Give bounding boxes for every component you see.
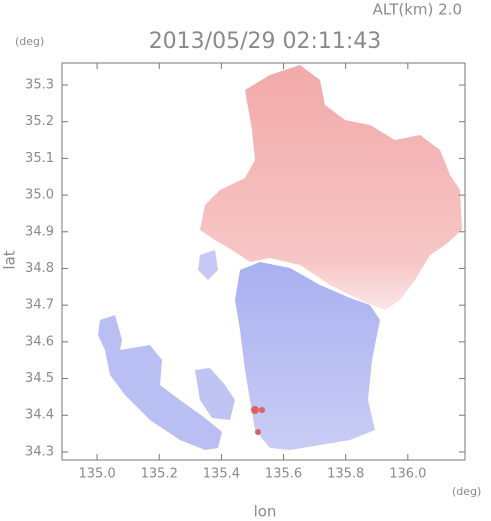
- y-tick-label: 34.3: [25, 444, 54, 459]
- y-tick-label: 34.5: [25, 371, 54, 386]
- y-tick-label: 34.6: [25, 334, 54, 349]
- velocity-field: [98, 65, 462, 450]
- y-unit: (deg): [15, 35, 44, 48]
- x-tick-label: 136.0: [389, 467, 426, 482]
- y-tick-label: 35.0: [25, 188, 54, 203]
- y-tick-label: 35.1: [25, 151, 54, 166]
- x-tick-label: 135.0: [79, 467, 116, 482]
- y-tick-label: 35.3: [25, 78, 54, 93]
- x-tick-label: 135.2: [141, 467, 178, 482]
- plot-frame: [61, 62, 466, 461]
- x-tick-label: 135.6: [265, 467, 302, 482]
- x-tick-label: 135.8: [327, 467, 364, 482]
- y-tick-label: 34.7: [25, 298, 54, 313]
- chart-title: 2013/05/29 02:11:43: [149, 29, 382, 54]
- y-tick-label: 34.8: [25, 261, 54, 276]
- y-tick-label: 35.2: [25, 114, 54, 129]
- altitude-label: ALT(km) 2.0: [373, 1, 462, 19]
- x-tick-label: 135.4: [203, 467, 240, 482]
- y-tick-label: 34.9: [25, 224, 54, 239]
- x-axis-label: lon: [254, 503, 277, 521]
- y-tick-label: 34.4: [25, 408, 54, 423]
- x-unit: (deg): [452, 485, 481, 498]
- y-axis-label: lat: [1, 250, 19, 269]
